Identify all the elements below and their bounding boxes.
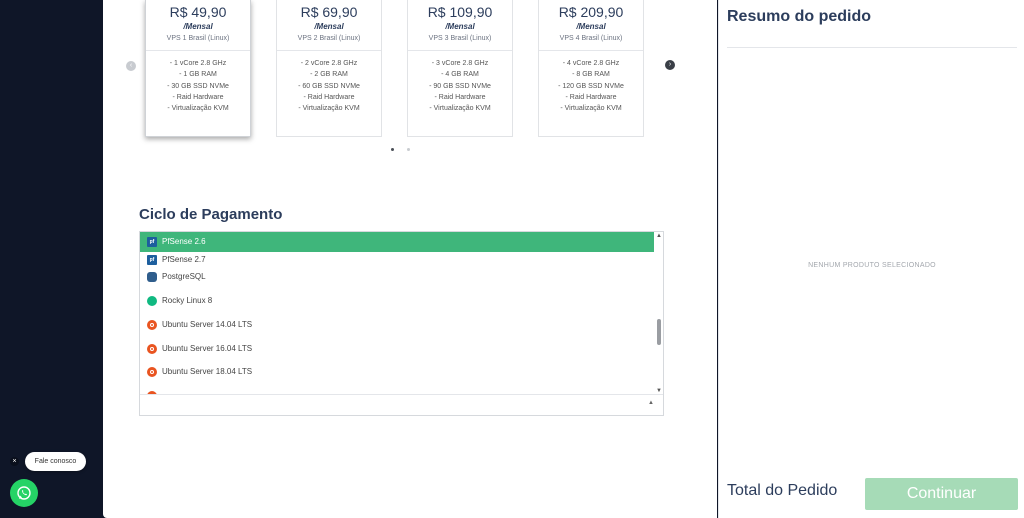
scroll-up-icon[interactable]: ▲ <box>656 233 662 239</box>
carousel-dot-active[interactable] <box>391 148 394 151</box>
carousel-next-icon[interactable]: › <box>665 60 675 70</box>
os-option-label: PfSense 2.6 <box>162 237 206 246</box>
carousel-prev-icon[interactable]: ‹ <box>126 61 136 71</box>
plan-spec: - 4 GB RAM <box>441 71 479 79</box>
plan-spec: - 2 GB RAM <box>310 71 348 79</box>
plan-spec: - Raid Hardware <box>172 93 224 101</box>
os-select-dropdown[interactable]: pf PfSense 2.6 pf PfSense 2.7 PostgreSQL… <box>139 231 664 416</box>
caret-up-icon[interactable]: ▲ <box>648 400 654 406</box>
scroll-down-icon[interactable]: ▼ <box>656 388 662 394</box>
plan-spec: - 3 vCore 2.8 GHz <box>431 60 489 67</box>
os-option-postgresql[interactable]: PostgreSQL <box>140 267 654 287</box>
os-option-ubuntu-1804[interactable]: Ubuntu Server 18.04 LTS <box>140 362 654 382</box>
plan-spec: - Raid Hardware <box>565 93 617 101</box>
plan-spec: - Raid Hardware <box>434 93 486 101</box>
plan-name: VPS 1 Brasil (Linux) <box>166 35 230 42</box>
plan-spec: - 1 GB RAM <box>179 71 217 79</box>
plan-spec: - 90 GB SSD NVMe <box>429 82 491 90</box>
carousel-dot[interactable] <box>407 148 410 151</box>
os-option-pfsense-26[interactable]: pf PfSense 2.6 <box>140 232 654 252</box>
os-option-rocky-linux-8[interactable]: Rocky Linux 8 <box>140 291 654 311</box>
plan-divider <box>277 50 381 51</box>
pfsense-icon: pf <box>147 255 157 265</box>
plan-specs: - 2 vCore 2.8 GHz - 2 GB RAM - 60 GB SSD… <box>277 58 381 114</box>
plan-spec: - Virtualização KVM <box>167 105 229 113</box>
continue-button[interactable]: Continuar <box>865 478 1018 510</box>
whatsapp-button[interactable] <box>10 479 38 507</box>
plan-name: VPS 2 Brasil (Linux) <box>297 35 361 42</box>
summary-divider <box>727 47 1017 48</box>
chat-bubble[interactable]: Fale conosco <box>25 452 86 471</box>
plan-specs: - 1 vCore 2.8 GHz - 1 GB RAM - 30 GB SSD… <box>146 58 250 114</box>
plan-price: R$ 49,90 <box>169 4 227 20</box>
scrollbar-thumb[interactable] <box>657 319 661 345</box>
os-select-field[interactable]: ▲ <box>140 394 663 416</box>
plan-spec: - Virtualização KVM <box>298 105 360 113</box>
os-option-label: PfSense 2.7 <box>162 255 206 264</box>
plan-period: /Mensal <box>314 22 344 31</box>
plan-card-vps4[interactable]: R$ 209,90 /Mensal VPS 4 Brasil (Linux) -… <box>538 0 644 137</box>
plan-period: /Mensal <box>183 22 213 31</box>
os-option-label: Ubuntu Server 16.04 LTS <box>162 344 253 353</box>
order-summary-panel <box>718 0 1024 518</box>
plan-name: VPS 4 Brasil (Linux) <box>559 35 623 42</box>
plan-name: VPS 3 Brasil (Linux) <box>428 35 492 42</box>
order-summary-title: Resumo do pedido <box>727 8 871 25</box>
ubuntu-icon <box>147 320 157 330</box>
postgresql-icon <box>147 272 157 282</box>
plan-price: R$ 209,90 <box>558 4 624 20</box>
ubuntu-icon <box>147 344 157 354</box>
os-option-label: Ubuntu Server 18.04 LTS <box>162 367 253 376</box>
plan-card-vps2[interactable]: R$ 69,90 /Mensal VPS 2 Brasil (Linux) - … <box>276 0 382 137</box>
plan-spec: - 60 GB SSD NVMe <box>298 82 360 90</box>
plan-period: /Mensal <box>576 22 606 31</box>
ubuntu-icon <box>147 367 157 377</box>
empty-cart-message: NENHUM PRODUTO SELECIONADO <box>808 262 936 269</box>
whatsapp-icon <box>17 486 31 500</box>
plan-specs: - 4 vCore 2.8 GHz - 8 GB RAM - 120 GB SS… <box>539 58 643 114</box>
plan-spec: - Raid Hardware <box>303 93 355 101</box>
os-options-list[interactable]: pf PfSense 2.6 pf PfSense 2.7 PostgreSQL… <box>140 232 654 394</box>
os-option-label: PostgreSQL <box>162 272 206 281</box>
ubuntu-icon <box>147 391 157 394</box>
order-total-label: Total do Pedido <box>727 482 838 499</box>
plan-divider <box>408 50 512 51</box>
os-option-pfsense-27[interactable]: pf PfSense 2.7 <box>140 250 654 270</box>
os-option-label: Ubuntu Server 14.04 LTS <box>162 320 253 329</box>
chat-close-icon[interactable]: × <box>10 457 19 466</box>
plan-period: /Mensal <box>445 22 475 31</box>
plan-spec: - 30 GB SSD NVMe <box>167 82 229 90</box>
plan-spec: - 120 GB SSD NVMe <box>558 82 624 90</box>
rocky-linux-icon <box>147 296 157 306</box>
os-option-partial[interactable] <box>140 386 654 394</box>
os-option-ubuntu-1604[interactable]: Ubuntu Server 16.04 LTS <box>140 339 654 359</box>
pfsense-icon: pf <box>147 237 157 247</box>
plan-spec: - Virtualização KVM <box>429 105 491 113</box>
plan-spec: - 1 vCore 2.8 GHz <box>169 60 227 67</box>
plan-spec: - 4 vCore 2.8 GHz <box>562 60 620 67</box>
plan-divider <box>539 50 643 51</box>
plan-price: R$ 109,90 <box>427 4 493 20</box>
plan-spec: - 8 GB RAM <box>572 71 610 79</box>
plan-price: R$ 69,90 <box>300 4 358 20</box>
os-list-scrollbar[interactable]: ▲ ▼ <box>654 232 663 394</box>
os-option-ubuntu-1404[interactable]: Ubuntu Server 14.04 LTS <box>140 315 654 335</box>
plan-divider <box>146 50 250 51</box>
os-option-label: Rocky Linux 8 <box>162 296 213 305</box>
plan-spec: - 2 vCore 2.8 GHz <box>300 60 358 67</box>
billing-cycle-title: Ciclo de Pagamento <box>139 206 283 223</box>
plan-specs: - 3 vCore 2.8 GHz - 4 GB RAM - 90 GB SSD… <box>408 58 512 114</box>
plan-card-vps1[interactable]: R$ 49,90 /Mensal VPS 1 Brasil (Linux) - … <box>145 0 251 137</box>
plan-spec: - Virtualização KVM <box>560 105 622 113</box>
plan-card-vps3[interactable]: R$ 109,90 /Mensal VPS 3 Brasil (Linux) -… <box>407 0 513 137</box>
